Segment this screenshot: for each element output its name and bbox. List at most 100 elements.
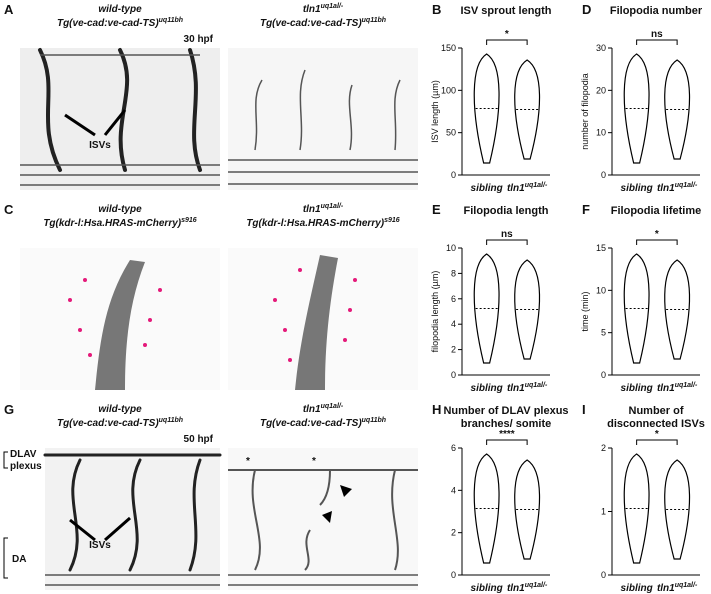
arrow (64, 113, 96, 137)
arrow (104, 516, 131, 542)
y-axis-label: filopodia length (µm) (430, 271, 440, 353)
label: Tg(ve-cad:ve-cad-TS)uq11bh (57, 417, 183, 429)
panel-letter: F (582, 202, 590, 217)
label-text: sibling (471, 383, 503, 394)
plot-title: disconnected ISVs (607, 418, 705, 430)
y-tick-label: 0 (451, 370, 456, 380)
y-tick-label: 2 (451, 345, 456, 355)
y-tick-label: 4 (451, 319, 456, 329)
plot-title: ISV sprout length (460, 5, 551, 17)
stage: 50 hpf (184, 434, 214, 445)
violin (514, 59, 541, 160)
label-text: tln1 (507, 583, 525, 594)
violin (514, 459, 541, 560)
label-text: tln1 (657, 183, 675, 194)
label-sup: uq11bh (159, 417, 183, 424)
micrograph-g (3, 448, 418, 590)
vessel (38, 48, 202, 172)
vessel (228, 159, 418, 185)
label-text: wild-type (98, 4, 142, 15)
y-tick-label: 15 (596, 243, 606, 253)
label-sup: uq1al/- (321, 3, 344, 10)
y-axis-label: time (min) (580, 291, 590, 331)
y-axis-label: ISV length (µm) (430, 80, 440, 143)
violin (664, 259, 691, 360)
label: Tg(ve-cad:ve-cad-TS)uq11bh (57, 17, 183, 29)
sig-bracket (486, 239, 528, 245)
label-sup: uq1al/- (525, 382, 548, 389)
sig-bracket (636, 39, 678, 45)
label: Tg(kdr-l:Hsa.HRAS-mCherry)s916 (246, 217, 399, 229)
label-text: Tg(kdr-l:Hsa.HRAS-mCherry) (246, 218, 384, 229)
label-text: tln1 (507, 383, 525, 394)
vessel (295, 255, 338, 390)
significance: * (655, 429, 659, 440)
violin (623, 453, 650, 564)
label-text: tln1 (657, 383, 675, 394)
filopodia-tips (68, 268, 357, 362)
vessel (43, 453, 222, 572)
label: Tg(kdr-l:Hsa.HRAS-mCherry)s916 (43, 217, 196, 229)
label-text: wild-type (98, 404, 142, 415)
y-tick-label: 20 (596, 85, 606, 95)
label-text: tln1 (507, 183, 525, 194)
arrow (69, 518, 96, 542)
panel-letter: C (4, 202, 14, 217)
panel-letter: B (432, 2, 441, 17)
arrow-label: ISVs (89, 140, 111, 151)
vessel (254, 69, 401, 151)
panel-letter: I (582, 402, 586, 417)
label-text: Tg(ve-cad:ve-cad-TS) (260, 418, 362, 429)
significance: ns (501, 229, 513, 240)
sig-bracket (636, 439, 678, 445)
star: * (312, 456, 316, 467)
violin (623, 253, 650, 364)
label-sup: uq1al/- (675, 382, 698, 389)
panel-letter: H (432, 402, 441, 417)
label: sibling (621, 383, 653, 394)
label: wild-type (98, 204, 142, 215)
vessel (228, 574, 418, 586)
label-sup: uq1al/- (675, 182, 698, 189)
y-tick-label: 5 (601, 328, 606, 338)
label: tln1uq1al/- (303, 3, 344, 15)
y-tick-label: 0 (451, 170, 456, 180)
label-text: sibling (621, 383, 653, 394)
label: sibling (621, 583, 653, 594)
significance: ns (651, 29, 663, 40)
y-tick-label: 30 (596, 43, 606, 53)
label-sup: uq11bh (362, 17, 386, 24)
label-text: Tg(ve-cad:ve-cad-TS) (57, 418, 159, 429)
label-sup: uq11bh (159, 17, 183, 24)
label: wild-type (98, 4, 142, 15)
y-tick-label: 4 (451, 485, 456, 495)
panel-letter: D (582, 2, 591, 17)
label: tln1uq1al/- (657, 382, 698, 394)
plot-title: Number of (629, 405, 684, 417)
violin (623, 53, 650, 164)
y-tick-label: 0 (451, 570, 456, 580)
plot-title: branches/ somite (461, 418, 551, 430)
arrow-label: ISVs (89, 540, 111, 551)
star: * (246, 456, 250, 467)
label-text: tln1 (657, 583, 675, 594)
y-tick-label: 6 (451, 443, 456, 453)
panel-letter: G (4, 402, 14, 417)
label-text: wild-type (98, 204, 142, 215)
label-text: Tg(ve-cad:ve-cad-TS) (57, 18, 159, 29)
y-tick-label: 2 (451, 528, 456, 538)
label-sup: uq1al/- (321, 403, 344, 410)
label-text: sibling (621, 583, 653, 594)
label-sup: s916 (384, 217, 400, 224)
label: tln1uq1al/- (657, 182, 698, 194)
violin (473, 253, 500, 364)
label-text: sibling (471, 583, 503, 594)
label: sibling (471, 183, 503, 194)
label: tln1uq1al/- (507, 582, 548, 594)
label-text: sibling (621, 183, 653, 194)
y-tick-label: 10 (596, 128, 606, 138)
label-sup: s916 (181, 217, 197, 224)
vessel (228, 469, 418, 571)
label-text: Tg(kdr-l:Hsa.HRAS-mCherry) (43, 218, 181, 229)
label-sup: uq1al/- (525, 182, 548, 189)
